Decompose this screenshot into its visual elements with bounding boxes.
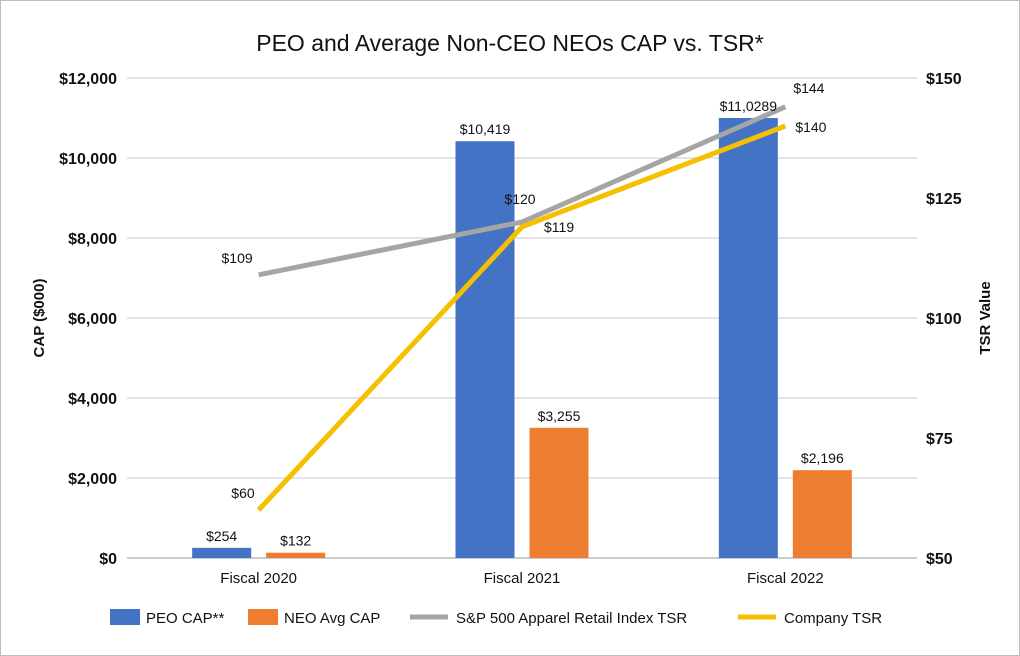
category-label: Fiscal 2022 xyxy=(747,570,824,587)
right-tick-label: $150 xyxy=(926,71,962,88)
bar-value-label: $11,0289 xyxy=(720,98,778,114)
legend-label: NEO Avg CAP xyxy=(284,610,380,627)
line-value-label: $144 xyxy=(793,80,824,96)
right-tick-label: $125 xyxy=(926,191,962,208)
legend-label: Company TSR xyxy=(784,610,882,627)
bar-neo-avg-cap-1 xyxy=(529,427,589,558)
right-tick-label: $50 xyxy=(926,551,953,568)
bar-peo-cap-0 xyxy=(192,547,252,558)
line-value-label: $140 xyxy=(795,119,826,135)
bar-series xyxy=(192,118,852,559)
bar-value-label: $132 xyxy=(280,533,311,549)
bar-neo-avg-cap-2 xyxy=(792,470,852,558)
y-axis-title: CAP ($000) xyxy=(31,279,48,358)
left-tick-label: $8,000 xyxy=(68,231,117,248)
left-tick-label: $2,000 xyxy=(68,471,117,488)
bar-peo-cap-1 xyxy=(455,141,515,559)
chart-title: PEO and Average Non-CEO NEOs CAP vs. TSR… xyxy=(256,30,764,56)
legend-label: PEO CAP** xyxy=(146,610,225,627)
right-axis-ticks: $50 $75 $100 $125 $150 xyxy=(926,71,962,568)
category-label: Fiscal 2020 xyxy=(220,570,297,587)
legend-swatch-neo-avg-cap xyxy=(248,609,278,625)
left-tick-label: $6,000 xyxy=(68,311,117,328)
line-value-label: $119 xyxy=(544,219,574,235)
bar-value-label: $3,255 xyxy=(538,408,581,424)
bar-value-label: $254 xyxy=(206,528,237,544)
legend-swatch-peo-cap xyxy=(110,609,140,625)
line-value-label: $109 xyxy=(222,250,253,266)
right-tick-label: $75 xyxy=(926,431,953,448)
legend: PEO CAP** NEO Avg CAP S&P 500 Apparel Reta… xyxy=(110,609,882,627)
line-value-label: $120 xyxy=(504,191,535,207)
bar-peo-cap-2 xyxy=(718,118,778,558)
legend-label: S&P 500 Apparel Retail Index TSR xyxy=(456,610,687,627)
left-tick-label: $10,000 xyxy=(59,151,117,168)
bar-neo-avg-cap-0 xyxy=(266,552,326,558)
category-label: Fiscal 2021 xyxy=(484,570,561,587)
right-tick-label: $100 xyxy=(926,311,962,328)
bar-value-label: $2,196 xyxy=(801,450,844,466)
left-tick-label: $4,000 xyxy=(68,391,117,408)
left-tick-label: $0 xyxy=(99,551,117,568)
bar-value-label: $10,419 xyxy=(460,121,511,137)
y2-axis-title: TSR Value xyxy=(977,281,994,354)
gridlines xyxy=(127,77,917,559)
category-labels: Fiscal 2020 Fiscal 2021 Fiscal 2022 xyxy=(220,570,823,587)
left-axis-ticks: $0 $2,000 $4,000 $6,000 $8,000 $10,000 $12,000 xyxy=(59,71,117,568)
data-labels: $254 $10,419 $11,0289 $132 $3,255 $2,196 $109 $… xyxy=(206,80,844,549)
left-tick-label: $12,000 xyxy=(59,71,117,88)
line-series xyxy=(256,104,787,512)
line-value-label: $60 xyxy=(231,485,255,501)
